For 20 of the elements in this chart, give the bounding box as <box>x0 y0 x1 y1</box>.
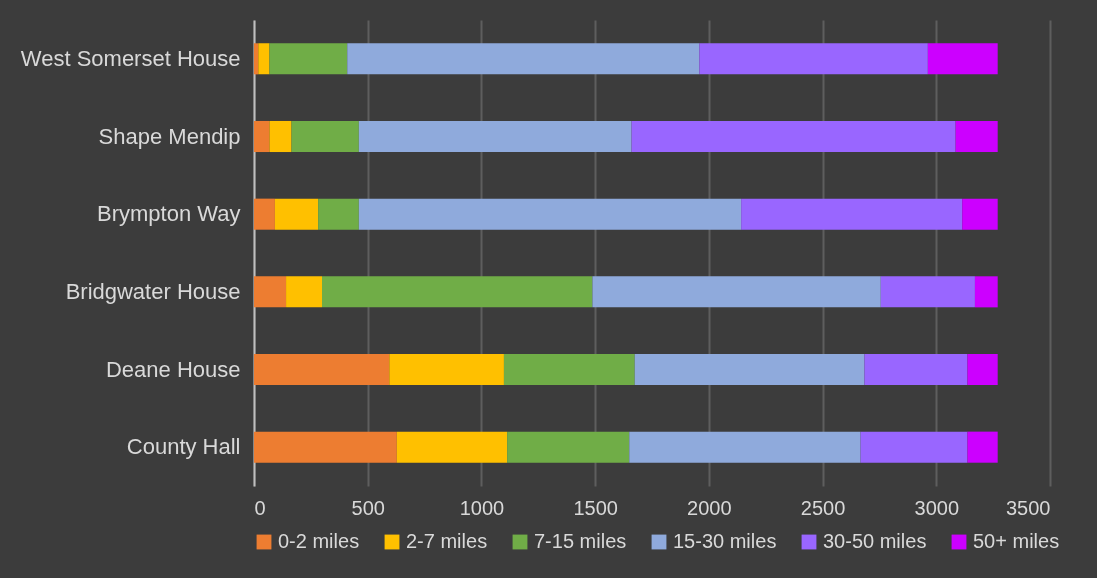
x-tick-label: 3000 <box>914 496 960 519</box>
x-tick-label: 2500 <box>800 496 846 519</box>
legend-label: 2-7 miles <box>406 530 488 552</box>
legend-label: 50+ miles <box>973 530 1060 552</box>
x-tick-label: 500 <box>351 496 385 519</box>
y-tick-label: West Somerset House <box>20 45 241 71</box>
x-tick-label: 2000 <box>687 496 732 519</box>
y-tick-label: Deane House <box>105 356 241 382</box>
y-tick-label: Shape Mendip <box>98 123 241 149</box>
y-tick-label: Brympton Way <box>97 201 241 227</box>
legend-label: 0-2 miles <box>278 530 360 552</box>
legend-label: 7-15 miles <box>534 530 627 552</box>
legend-label: 15-30 miles <box>673 530 777 552</box>
x-tick-label: 1000 <box>459 496 505 519</box>
x-tick-label: 0 <box>254 496 266 519</box>
x-tick-label: 1500 <box>573 496 618 519</box>
y-tick-label: Bridgwater House <box>65 278 241 304</box>
x-tick-label: 3500 <box>1006 496 1051 519</box>
y-tick-label: County Hall <box>126 434 241 460</box>
legend-label: 30-50 miles <box>823 530 927 552</box>
